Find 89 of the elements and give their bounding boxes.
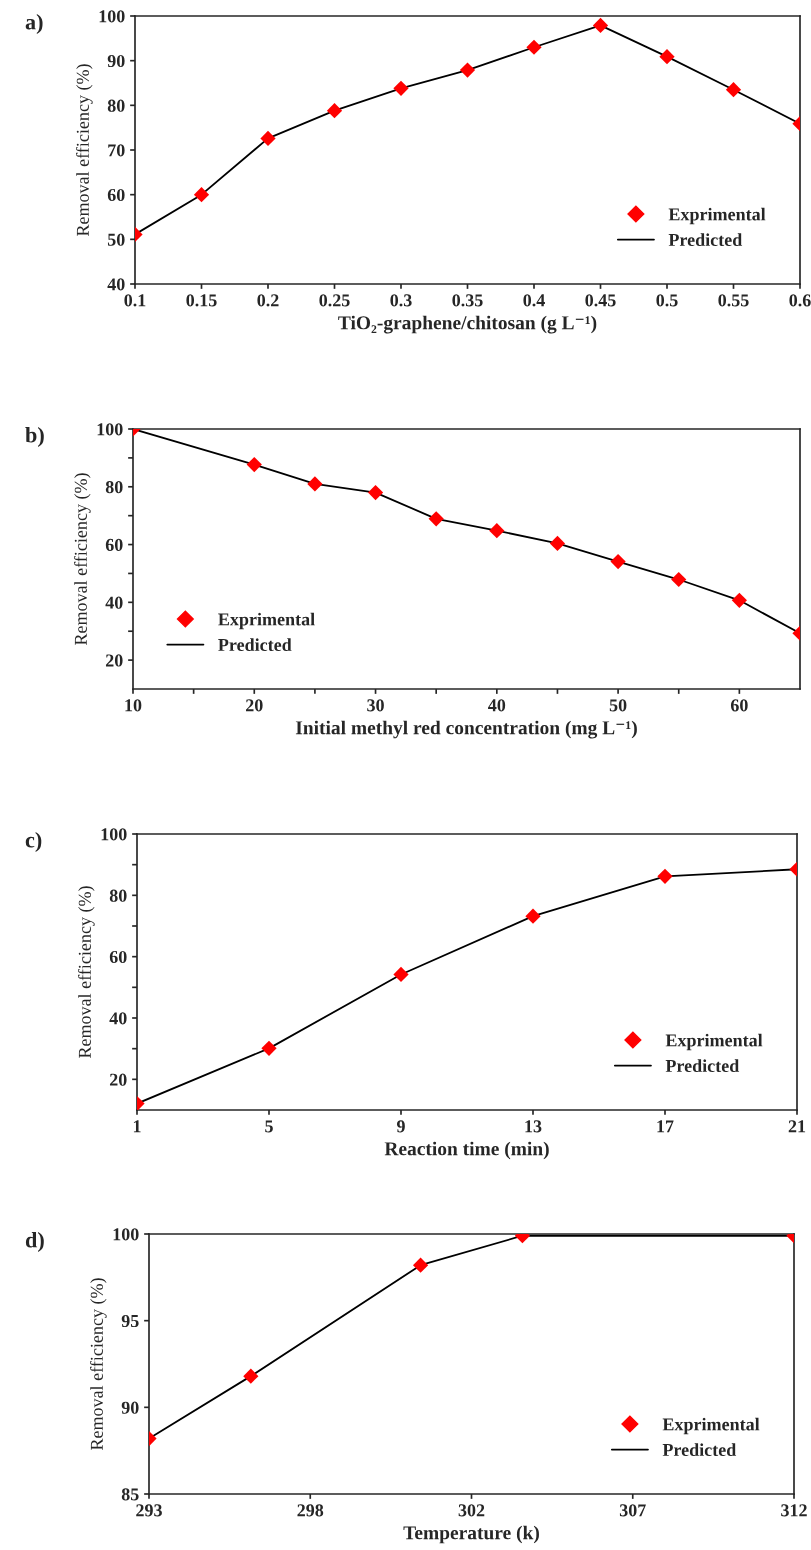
point <box>260 130 276 146</box>
legend-label: Predicted <box>665 1059 740 1073</box>
chart-title: d) <box>25 1231 44 1253</box>
y-tick-label: 100 <box>101 828 127 841</box>
y-tick-label: 40 <box>109 1012 127 1025</box>
legend-label: Exprimental <box>668 207 766 225</box>
point <box>326 103 343 119</box>
point <box>610 553 626 570</box>
y-tick-label: 100 <box>97 423 123 436</box>
x-tick-label: 9 <box>396 1120 405 1133</box>
y-tick-label: 60 <box>109 950 127 964</box>
x-tick-label: 0.5 <box>656 294 678 307</box>
legend-label: Exprimental <box>218 612 315 630</box>
x-tick-label: 30 <box>367 699 384 712</box>
y-tick-label: 80 <box>109 889 127 902</box>
point <box>393 80 409 96</box>
point <box>725 82 742 98</box>
x-axis-title: Reaction time (min) <box>384 1141 549 1160</box>
y-tick-label: 90 <box>107 54 125 68</box>
y-tick-label: 100 <box>113 1228 139 1241</box>
x-axis-title: Temperature (k) <box>403 1525 539 1544</box>
legend-label: Predicted <box>218 638 292 652</box>
y-tick-label: 40 <box>107 278 125 291</box>
x-axis-title: Initial methyl red concentration (mg L⁻¹) <box>295 720 637 739</box>
y-tick-label: 60 <box>105 538 123 551</box>
x-tick-label: 17 <box>657 1120 674 1133</box>
legend-label: Predicted <box>662 1443 737 1457</box>
x-tick-label: 0.15 <box>186 294 217 307</box>
y-tick-label: 50 <box>107 233 125 246</box>
point <box>307 476 323 492</box>
point <box>549 535 566 552</box>
point <box>489 523 505 539</box>
x-tick-label: 298 <box>297 1504 324 1517</box>
x-tick-label: 5 <box>265 1120 273 1133</box>
point <box>525 908 541 924</box>
x-tick-label: 40 <box>488 699 506 712</box>
legend-label: Exprimental <box>665 1033 763 1051</box>
x-tick-label: 293 <box>136 1504 162 1517</box>
chart-title: c) <box>25 831 42 853</box>
y-tick-label: 70 <box>108 144 125 157</box>
x-tick-label: 307 <box>619 1504 646 1517</box>
y-axis-title: Removal efficiency (%) <box>90 1278 107 1451</box>
y-tick-label: 100 <box>99 10 125 23</box>
point <box>459 62 476 78</box>
x-tick-label: 21 <box>788 1120 806 1133</box>
x-tick-label: 312 <box>781 1504 807 1517</box>
x-tick-label: 1 <box>133 1120 141 1133</box>
x-tick-label: 0.55 <box>718 294 749 307</box>
point <box>731 592 747 608</box>
y-axis-title: Removal efficiency (%) <box>76 64 93 237</box>
chart-title: a) <box>25 13 43 35</box>
x-tick-label: 10 <box>125 699 142 712</box>
x-axis-title: TiO₂-graphene/chitosan (g L⁻¹) <box>338 315 597 334</box>
x-tick-label: 0.1 <box>124 294 146 307</box>
y-tick-label: 85 <box>121 1488 139 1501</box>
y-tick-label: 80 <box>105 481 123 494</box>
x-tick-label: 20 <box>246 699 263 712</box>
point <box>659 49 675 65</box>
point <box>526 39 542 55</box>
x-tick-label: 0.4 <box>523 294 545 307</box>
x-tick-label: 0.2 <box>257 294 279 307</box>
chart-title: b) <box>25 426 44 448</box>
x-tick-label: 0.3 <box>390 294 412 307</box>
point <box>592 17 609 33</box>
x-tick-label: 13 <box>525 1120 542 1133</box>
y-tick-label: 40 <box>105 596 123 609</box>
legend-label: Predicted <box>668 233 743 247</box>
point <box>428 511 444 527</box>
y-tick-label: 95 <box>121 1314 139 1328</box>
legend-label: Exprimental <box>662 1417 760 1435</box>
x-tick-label: 0.45 <box>585 294 616 307</box>
point <box>671 571 687 588</box>
point <box>393 966 409 983</box>
x-tick-label: 0.6 <box>789 294 811 307</box>
y-axis-title: Removal efficiency (%) <box>74 473 91 646</box>
x-tick-label: 60 <box>730 699 748 712</box>
point <box>367 484 384 501</box>
y-tick-label: 60 <box>107 188 125 202</box>
point <box>246 456 262 473</box>
x-tick-label: 302 <box>458 1504 485 1517</box>
point <box>193 187 210 203</box>
x-tick-label: 0.35 <box>452 294 483 307</box>
y-tick-label: 90 <box>121 1401 139 1414</box>
x-tick-label: 50 <box>609 699 627 712</box>
y-axis-title: Removal efficiency (%) <box>78 886 95 1059</box>
y-tick-label: 80 <box>107 99 125 112</box>
y-tick-label: 20 <box>105 654 123 667</box>
y-tick-label: 20 <box>109 1073 127 1086</box>
x-tick-label: 0.25 <box>319 294 350 307</box>
